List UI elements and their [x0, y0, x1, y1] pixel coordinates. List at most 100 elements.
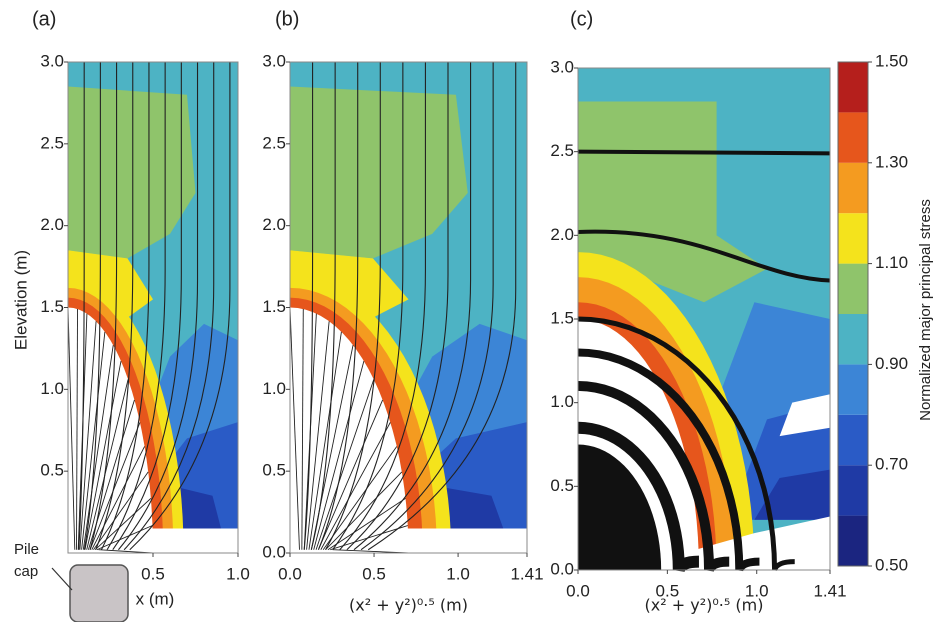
streamline — [112, 62, 182, 551]
streamline — [367, 62, 517, 551]
streamline — [93, 471, 149, 550]
streamline — [289, 307, 300, 550]
colorbar-band — [838, 465, 868, 516]
y-tick-label: 0.0 — [262, 542, 286, 561]
x-tick-label: 0.0 — [566, 581, 590, 600]
x-tick-label: 1.0 — [226, 564, 250, 583]
y-tick-label: 0.5 — [40, 461, 64, 480]
streamline — [317, 62, 359, 550]
streamline — [310, 345, 354, 550]
colorbar-band — [838, 213, 868, 264]
streamline — [91, 446, 145, 550]
streamline — [330, 525, 408, 551]
colorbar-band — [838, 314, 868, 365]
streamline — [577, 149, 831, 156]
x-tick-label: 1.41 — [510, 564, 543, 583]
streamline — [332, 549, 409, 554]
annotation: Pile — [14, 541, 39, 558]
contour-region — [290, 86, 468, 259]
streamline — [301, 309, 304, 550]
streamline — [322, 446, 398, 550]
streamline — [577, 316, 795, 571]
streamline — [327, 497, 406, 551]
y-tick-label: 2.0 — [40, 215, 64, 234]
annotation-leader — [51, 567, 73, 591]
streamline — [360, 62, 494, 551]
y-tick-label: 2.0 — [550, 225, 574, 244]
streamline — [106, 62, 166, 551]
panel-title: (b) — [275, 8, 299, 30]
streamline — [577, 348, 760, 572]
y-tick-label: 0.5 — [550, 476, 574, 495]
colorbar-frame — [837, 61, 869, 567]
streamline — [87, 399, 135, 550]
panel-title: (a) — [32, 8, 56, 30]
y-tick-label: 3.0 — [262, 51, 286, 70]
colorbar-band — [838, 515, 868, 566]
y-tick-label: 3.0 — [40, 51, 64, 70]
colorbar-band — [838, 62, 868, 113]
y-tick-label: 2.5 — [40, 133, 64, 152]
no-data-region — [779, 394, 830, 437]
contour-region — [754, 469, 830, 520]
streamline — [339, 62, 426, 551]
no-data-region — [578, 516, 830, 570]
panel-title: (c) — [570, 8, 593, 30]
streamline — [123, 62, 215, 551]
streamline — [98, 549, 154, 554]
panel — [67, 61, 239, 554]
streamline — [129, 62, 231, 551]
y-tick-label: 0.5 — [262, 461, 286, 480]
streamline — [308, 331, 342, 550]
colorbar-tick-label: 0.70 — [875, 455, 908, 474]
y-tick-label: 1.0 — [550, 392, 574, 411]
y-tick-label: 1.5 — [550, 308, 574, 327]
colorbar-label: Normalized major principal stress — [917, 199, 934, 421]
no-data-region — [290, 307, 409, 553]
streamline — [313, 360, 365, 550]
y-tick-label: 0.0 — [550, 559, 574, 578]
colorbar-tick-label: 0.50 — [875, 555, 908, 574]
colorbar-band — [838, 112, 868, 163]
streamline — [81, 331, 106, 550]
streamline — [94, 498, 152, 551]
streamline — [89, 422, 141, 550]
streamline — [303, 313, 317, 550]
x-tick-label: 0.5 — [362, 564, 386, 583]
x-tick-label: 0.5 — [141, 564, 165, 583]
x-tick-label: 0.5 — [656, 581, 680, 600]
colorbar-tick-label: 1.10 — [875, 253, 908, 272]
colorbar-tick-label: 0.90 — [875, 354, 908, 373]
colorbar-band — [838, 263, 868, 314]
streamline — [315, 379, 375, 550]
y-tick-label: 2.5 — [550, 141, 574, 160]
x-axis-label: x (m) — [136, 589, 175, 608]
streamline — [86, 379, 129, 550]
streamline — [318, 399, 384, 550]
colorbar-band — [838, 162, 868, 214]
y-tick-label: 1.0 — [262, 379, 286, 398]
no-data-region — [68, 307, 153, 553]
streamline — [577, 229, 831, 283]
y-axis-label: Elevation (m) — [11, 250, 30, 350]
y-tick-label: 3.0 — [550, 57, 574, 76]
colorbar-band — [838, 414, 868, 466]
streamline — [79, 321, 97, 550]
streamline — [95, 62, 134, 550]
streamline — [82, 345, 114, 550]
streamline — [83, 62, 101, 550]
x-axis-label: (x² + y²)⁰·⁵ (m) — [645, 596, 764, 615]
colorbar-tick-label: 1.30 — [875, 152, 908, 171]
pile-cap — [69, 564, 129, 622]
colorbar-tick-label: 1.50 — [875, 51, 908, 70]
streamline — [325, 62, 381, 551]
streamline — [577, 421, 700, 573]
streamline-band — [578, 444, 662, 570]
x-axis-label: (x² + y²)⁰·⁵ (m) — [349, 596, 468, 615]
y-tick-label: 2.5 — [262, 133, 286, 152]
y-tick-label: 1.5 — [40, 297, 64, 316]
streamline — [67, 307, 76, 550]
streamline — [96, 525, 153, 551]
streamline — [76, 309, 78, 550]
no-data-region — [68, 528, 238, 553]
